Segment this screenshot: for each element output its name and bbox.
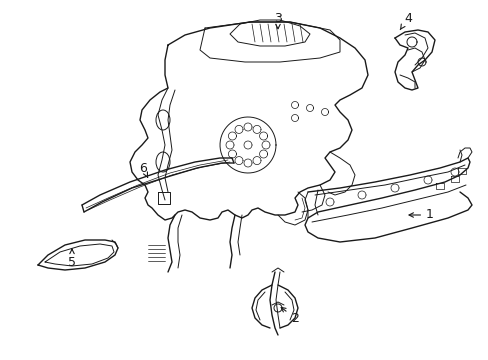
Text: 5: 5: [68, 249, 76, 269]
Text: 2: 2: [281, 307, 298, 324]
Text: 6: 6: [139, 162, 147, 177]
Text: 3: 3: [273, 12, 282, 29]
Text: 1: 1: [408, 208, 433, 221]
Text: 4: 4: [400, 12, 411, 30]
